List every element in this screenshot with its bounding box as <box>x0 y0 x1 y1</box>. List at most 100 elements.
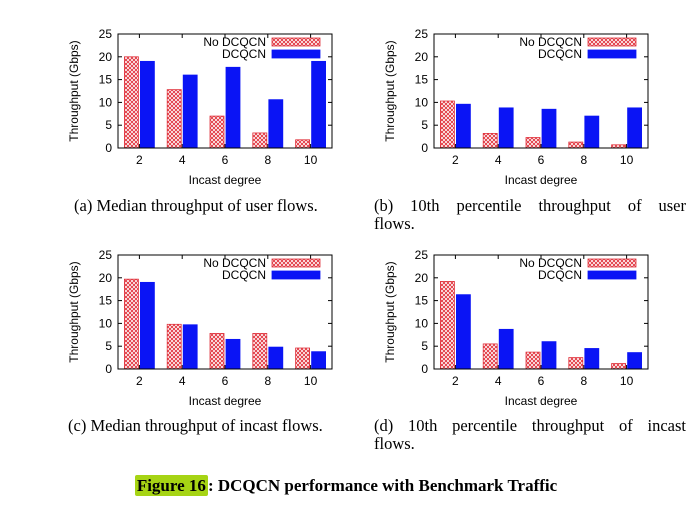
bar-no-dcqcn <box>611 363 627 370</box>
figure-label: Figure 16 <box>134 475 208 496</box>
legend-label-dcqcn: DCQCN <box>222 268 266 282</box>
x-axis-label: Incast degree <box>189 173 262 187</box>
y-tick-label: 20 <box>415 50 429 64</box>
bar-dcqcn <box>225 66 241 149</box>
bar-dcqcn <box>268 346 284 370</box>
caption-d-line2: flows. <box>374 434 415 453</box>
x-tick-label: 4 <box>495 374 502 388</box>
bar-no-dcqcn <box>482 343 498 370</box>
bar-dcqcn <box>182 74 198 149</box>
y-tick-label: 5 <box>421 339 428 353</box>
y-tick-label: 10 <box>99 316 113 330</box>
caption-c: (c) Median throughput of incast flows. <box>68 416 323 435</box>
bar-no-dcqcn <box>252 132 268 149</box>
y-tick-label: 0 <box>105 141 112 155</box>
y-tick-label: 15 <box>99 294 113 308</box>
y-tick-label: 0 <box>421 141 428 155</box>
bar-dcqcn <box>455 294 471 370</box>
bar-dcqcn <box>498 328 514 370</box>
bar-no-dcqcn <box>209 333 225 370</box>
bar-dcqcn <box>627 352 643 370</box>
x-tick-label: 4 <box>495 153 502 167</box>
bar-dcqcn <box>541 341 557 370</box>
x-tick-label: 6 <box>538 153 545 167</box>
legend-swatch-dcqcn <box>587 270 637 280</box>
y-tick-label: 10 <box>415 95 429 109</box>
bar-dcqcn <box>182 324 198 370</box>
x-tick-label: 2 <box>136 374 143 388</box>
legend-label-dcqcn: DCQCN <box>222 47 266 61</box>
y-axis-label: Throughput (Gbps) <box>67 40 81 141</box>
bar-dcqcn <box>225 338 241 370</box>
y-tick-label: 25 <box>415 27 429 41</box>
x-tick-label: 8 <box>580 374 587 388</box>
bar-no-dcqcn <box>525 137 541 149</box>
legend-label-no-dcqcn: No DCQCN <box>519 35 582 49</box>
bar-no-dcqcn <box>568 357 584 370</box>
bar-dcqcn <box>541 108 557 149</box>
bar-no-dcqcn <box>568 141 584 149</box>
y-axis-label: Throughput (Gbps) <box>383 261 397 362</box>
bar-dcqcn <box>584 115 600 149</box>
bar-no-dcqcn <box>295 347 311 370</box>
x-axis-label: Incast degree <box>505 394 578 408</box>
bar-no-dcqcn <box>252 333 268 370</box>
figure-title-text: : DCQCN performance with Benchmark Traff… <box>207 476 558 495</box>
y-tick-label: 10 <box>415 316 429 330</box>
chart-c: 0 5 10 15 20 25 2 4 6 8 10 Incast degree Throughput … <box>67 248 333 408</box>
legend-label-no-dcqcn: No DCQCN <box>203 35 266 49</box>
x-tick-label: 4 <box>179 153 186 167</box>
plot-frame <box>433 254 649 370</box>
x-tick-label: 8 <box>580 153 587 167</box>
bar-no-dcqcn <box>525 351 541 370</box>
bar-dcqcn <box>498 107 514 149</box>
bar-no-dcqcn <box>482 133 498 149</box>
x-tick-label: 2 <box>452 153 459 167</box>
bar-no-dcqcn <box>166 323 182 370</box>
y-tick-label: 25 <box>415 248 429 262</box>
y-tick-label: 15 <box>415 73 429 87</box>
y-tick-label: 20 <box>415 271 429 285</box>
bar-no-dcqcn <box>124 56 139 149</box>
caption-b-line1: (b) 10th percentile throughput of user <box>374 196 686 215</box>
y-tick-label: 20 <box>99 50 113 64</box>
x-tick-label: 6 <box>222 374 229 388</box>
y-tick-label: 5 <box>105 118 112 132</box>
bar-no-dcqcn <box>124 278 139 370</box>
y-tick-label: 0 <box>421 362 428 376</box>
y-tick-label: 20 <box>99 271 113 285</box>
x-tick-label: 6 <box>538 374 545 388</box>
legend-swatch-no-dcqcn <box>587 37 637 47</box>
legend-swatch-dcqcn <box>587 49 637 59</box>
bar-no-dcqcn <box>440 100 455 149</box>
y-tick-label: 25 <box>99 248 113 262</box>
chart-panel-d: 0 5 10 15 20 25 2 4 6 8 10 Incast degree Throughput … <box>316 243 656 415</box>
y-tick-label: 25 <box>99 27 113 41</box>
bar-no-dcqcn <box>166 89 182 149</box>
bar-no-dcqcn <box>295 139 311 149</box>
bar-dcqcn <box>455 103 471 149</box>
chart-a: 0 5 10 15 20 25 2 4 6 8 10 Incast degree Throughput … <box>67 27 333 187</box>
y-tick-label: 15 <box>99 73 113 87</box>
y-tick-label: 5 <box>421 118 428 132</box>
legend-label-no-dcqcn: No DCQCN <box>203 256 266 270</box>
bar-dcqcn <box>584 348 600 370</box>
legend-swatch-dcqcn <box>271 270 321 280</box>
caption-b-line2: flows. <box>374 214 415 233</box>
x-tick-label: 2 <box>452 374 459 388</box>
chart-panel-b: 0 5 10 15 20 25 2 4 6 8 10 Incast degree Throughput … <box>316 22 656 194</box>
x-axis-label: Incast degree <box>189 394 262 408</box>
x-tick-label: 10 <box>304 374 318 388</box>
y-tick-label: 0 <box>105 362 112 376</box>
x-tick-label: 10 <box>304 153 318 167</box>
plot-frame <box>117 254 333 370</box>
x-tick-label: 8 <box>264 153 271 167</box>
chart-b: 0 5 10 15 20 25 2 4 6 8 10 Incast degree Throughput … <box>383 27 649 187</box>
bar-no-dcqcn <box>440 281 455 370</box>
bar-dcqcn <box>268 99 284 149</box>
legend-swatch-no-dcqcn <box>271 37 321 47</box>
chart-panel-c: 0 5 10 15 20 25 2 4 6 8 10 Incast degree Throughput … <box>0 243 340 415</box>
legend-label-dcqcn: DCQCN <box>538 47 582 61</box>
bar-dcqcn <box>139 60 155 149</box>
x-tick-label: 2 <box>136 153 143 167</box>
